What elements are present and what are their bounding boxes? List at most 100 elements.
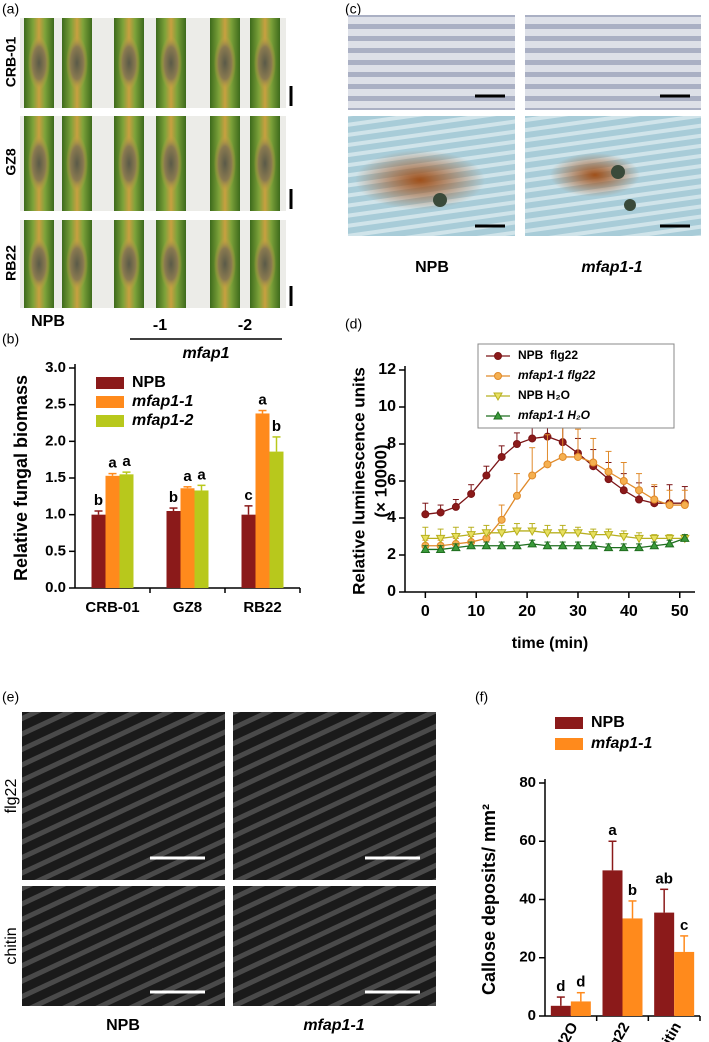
- marker: [680, 501, 689, 510]
- marker: [603, 542, 614, 552]
- lesion: [28, 135, 50, 192]
- y-tick-label: 2.0: [45, 432, 66, 449]
- lesion: [254, 135, 276, 192]
- panel-label: (b): [2, 331, 19, 347]
- significance-letter: b: [272, 418, 281, 435]
- lesion: [433, 193, 447, 207]
- x-tick-label: GZ8: [173, 599, 202, 616]
- lesion: [254, 36, 276, 90]
- legend-swatch: [96, 396, 124, 408]
- stain: [355, 150, 485, 210]
- marker: [497, 452, 506, 461]
- lesion: [66, 237, 88, 291]
- y-axis-label: Callose deposits/ mm²: [479, 804, 499, 995]
- legend-marker: [494, 372, 502, 380]
- marker: [619, 486, 628, 495]
- bar: [180, 488, 195, 588]
- lesion: [28, 237, 50, 291]
- column-label: NPB: [415, 259, 449, 276]
- x-tick-label: 40: [620, 603, 638, 620]
- marker: [543, 460, 552, 469]
- bar: [570, 1001, 591, 1016]
- marker: [649, 534, 660, 544]
- bar: [622, 918, 643, 1016]
- legend-swatch: [96, 377, 124, 389]
- marker: [573, 540, 583, 550]
- bar: [654, 912, 675, 1016]
- marker: [542, 529, 553, 538]
- legend-label: NPB: [591, 714, 625, 731]
- marker: [558, 452, 567, 461]
- marker: [435, 534, 446, 544]
- column-label: NPB: [31, 313, 65, 330]
- bar: [241, 514, 256, 588]
- y-tick-label: 40: [519, 890, 536, 907]
- lesion: [160, 237, 182, 291]
- significance-letter: a: [183, 468, 192, 485]
- row-label: chitin: [3, 927, 20, 964]
- panel-label: (d): [345, 316, 362, 332]
- marker: [467, 489, 476, 498]
- significance-letter: b: [169, 489, 178, 506]
- bar: [269, 451, 284, 588]
- significance-letter: b: [628, 882, 637, 899]
- legend-label: NPB H₂O: [518, 388, 570, 402]
- bar: [550, 1005, 571, 1016]
- marker: [635, 486, 644, 495]
- lesion: [624, 199, 636, 211]
- significance-letter: a: [122, 453, 131, 470]
- y-tick-label: 0: [387, 583, 396, 600]
- bar: [105, 475, 120, 588]
- marker: [664, 534, 675, 544]
- marker: [635, 495, 644, 504]
- legend-swatch: [96, 415, 124, 427]
- legend-label: NPB flg22: [518, 348, 578, 362]
- row-label: GZ8: [3, 148, 19, 175]
- significance-letter: a: [197, 466, 206, 483]
- legend-label: mfap1-2: [132, 412, 193, 429]
- lesion: [160, 36, 182, 90]
- significance-letter: d: [556, 978, 565, 995]
- micrograph: [22, 712, 225, 880]
- y-tick-label: 20: [519, 949, 536, 966]
- bar: [119, 474, 134, 588]
- significance-letter: b: [94, 492, 103, 509]
- y-tick-label: 0.5: [45, 542, 66, 559]
- x-tick-label: 0: [421, 603, 430, 620]
- lesion: [118, 36, 140, 90]
- marker: [482, 471, 491, 480]
- lesion: [118, 135, 140, 192]
- marker: [497, 515, 506, 524]
- x-tick-label: 20: [518, 603, 536, 620]
- marker: [664, 538, 675, 548]
- micrograph: [525, 15, 701, 110]
- significance-letter: d: [576, 974, 585, 991]
- significance-letter: a: [608, 822, 617, 839]
- line: [425, 435, 685, 515]
- y-tick-label: 2: [387, 546, 396, 563]
- x-tick-label: 50: [671, 603, 689, 620]
- marker: [496, 540, 507, 550]
- marker: [451, 533, 461, 542]
- lesion: [160, 135, 182, 192]
- legend-label: mfap1-1 flg22: [518, 368, 596, 382]
- marker: [436, 508, 445, 517]
- marker: [542, 540, 553, 550]
- y-tick-label: 60: [519, 832, 536, 849]
- marker: [603, 531, 614, 540]
- y-tick-label: 1.0: [45, 506, 66, 523]
- bar: [194, 490, 209, 588]
- legend-box: [477, 343, 675, 429]
- marker: [665, 501, 674, 510]
- marker: [451, 542, 461, 552]
- marker: [604, 475, 613, 484]
- y-tick-label: 1.5: [45, 469, 66, 486]
- legend-label: mfap1-1: [591, 735, 652, 752]
- x-tick-label: 10: [467, 603, 485, 620]
- legend-marker: [493, 410, 503, 420]
- marker: [512, 540, 522, 550]
- panel-label: (f): [475, 689, 488, 705]
- x-tick-label: H2O: [552, 1019, 582, 1042]
- marker: [512, 491, 521, 500]
- photo-background: [20, 116, 286, 211]
